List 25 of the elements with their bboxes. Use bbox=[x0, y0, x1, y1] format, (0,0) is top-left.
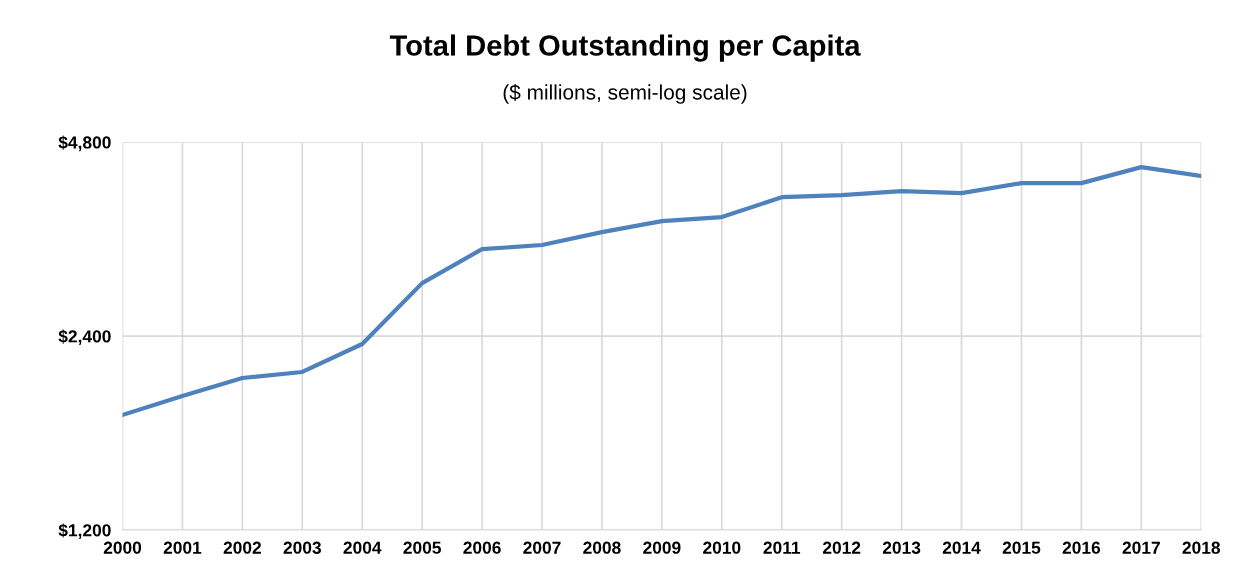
x-tick-label: 2006 bbox=[463, 541, 501, 554]
y-tick-label: $1,200 bbox=[58, 523, 111, 539]
x-tick-label: 2017 bbox=[1122, 541, 1160, 554]
x-tick-label: 2000 bbox=[103, 541, 142, 554]
chart-subtitle: ($ millions, semi-log scale) bbox=[503, 84, 747, 104]
x-tick-label: 2011 bbox=[763, 541, 801, 554]
x-tick-label: 2015 bbox=[1002, 541, 1041, 554]
x-tick-label: 2016 bbox=[1062, 541, 1101, 554]
x-tick-label: 2002 bbox=[223, 541, 261, 554]
x-tick-label: 2008 bbox=[583, 541, 621, 554]
x-tick-label: 2013 bbox=[882, 541, 921, 554]
x-tick-label: 2018 bbox=[1182, 541, 1221, 554]
y-tick-label: $4,800 bbox=[58, 135, 111, 152]
chart-title: Total Debt Outstanding per Capita bbox=[389, 34, 861, 62]
x-tick-label: 2003 bbox=[283, 541, 321, 554]
x-tick-label: 2010 bbox=[703, 541, 741, 554]
x-tick-label: 2001 bbox=[163, 541, 202, 554]
x-tick-label: 2012 bbox=[822, 541, 861, 554]
y-tick-label: $2,400 bbox=[58, 329, 111, 346]
x-tick-label: 2007 bbox=[523, 541, 561, 554]
line-series bbox=[122, 165, 1202, 418]
x-tick-label: 2005 bbox=[403, 541, 441, 554]
x-tick-label: 2014 bbox=[942, 541, 981, 554]
x-tick-label: 2009 bbox=[643, 541, 681, 554]
x-tick-label: 2004 bbox=[343, 541, 382, 554]
